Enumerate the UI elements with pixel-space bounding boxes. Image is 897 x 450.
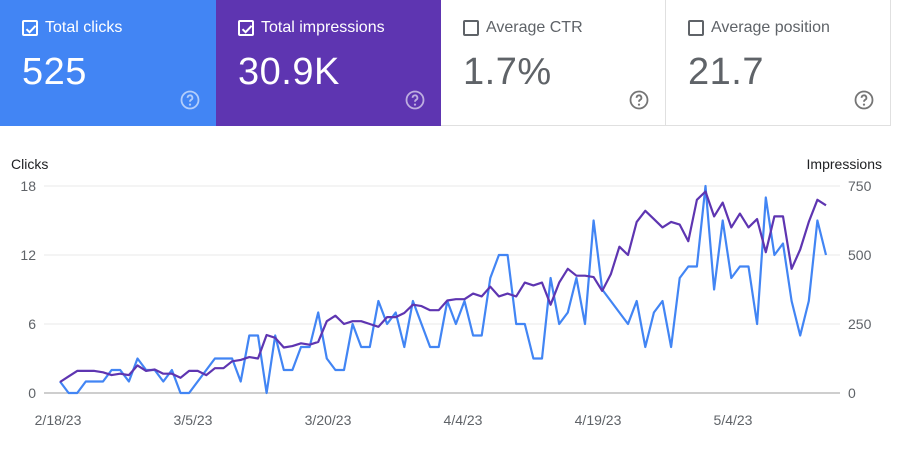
y-tick-label-right: 250	[848, 316, 872, 332]
card-label: Total clicks	[45, 19, 123, 36]
x-tick-label: 2/18/23	[35, 412, 82, 428]
y-tick-label-left: 6	[28, 316, 36, 332]
y-tick-label-right: 500	[848, 247, 872, 263]
metric-cards: Total clicks 525 Total impressions 30.9K…	[0, 0, 891, 126]
x-tick-label: 3/5/23	[174, 412, 213, 428]
checkbox-unchecked-icon[interactable]	[463, 20, 479, 36]
y-tick-label-left: 0	[28, 385, 36, 401]
card-value: 21.7	[688, 51, 764, 93]
clicks-series-line	[59, 184, 828, 395]
help-circle-icon[interactable]	[629, 90, 649, 110]
x-tick-label: 5/4/23	[714, 412, 753, 428]
card-total-impressions[interactable]: Total impressions 30.9K	[216, 0, 441, 126]
x-tick-label: 4/19/23	[575, 412, 622, 428]
y-axis-title-left: Clicks	[11, 156, 48, 172]
card-value: 1.7%	[463, 51, 552, 93]
card-average-ctr[interactable]: Average CTR 1.7%	[441, 0, 666, 126]
checkbox-checked-icon[interactable]	[22, 20, 38, 36]
checkbox-unchecked-icon[interactable]	[688, 20, 704, 36]
y-tick-label-left: 12	[20, 247, 36, 263]
y-tick-label-right: 0	[848, 385, 856, 401]
card-value: 30.9K	[238, 51, 340, 93]
card-total-clicks[interactable]: Total clicks 525	[0, 0, 216, 126]
help-circle-icon[interactable]	[405, 90, 425, 110]
impressions-series-line	[59, 190, 827, 383]
x-tick-label: 4/4/23	[444, 412, 483, 428]
card-label: Average position	[711, 19, 830, 36]
chart-svg: Clicks Impressions 18 750 12 500 6 250 0 0 2/18/23…	[11, 156, 882, 428]
card-value: 525	[22, 51, 87, 93]
performance-chart: Clicks Impressions 18 750 12 500 6 250 0 0 2/18/23…	[0, 140, 897, 445]
x-tick-label: 3/20/23	[305, 412, 352, 428]
y-axis-title-right: Impressions	[807, 156, 882, 172]
card-average-position[interactable]: Average position 21.7	[666, 0, 891, 126]
help-circle-icon[interactable]	[854, 90, 874, 110]
y-tick-label-left: 18	[20, 178, 36, 194]
help-circle-icon[interactable]	[180, 90, 200, 110]
card-label: Average CTR	[486, 19, 583, 36]
card-label: Total impressions	[261, 19, 385, 36]
checkbox-checked-icon[interactable]	[238, 20, 254, 36]
y-tick-label-right: 750	[848, 178, 872, 194]
